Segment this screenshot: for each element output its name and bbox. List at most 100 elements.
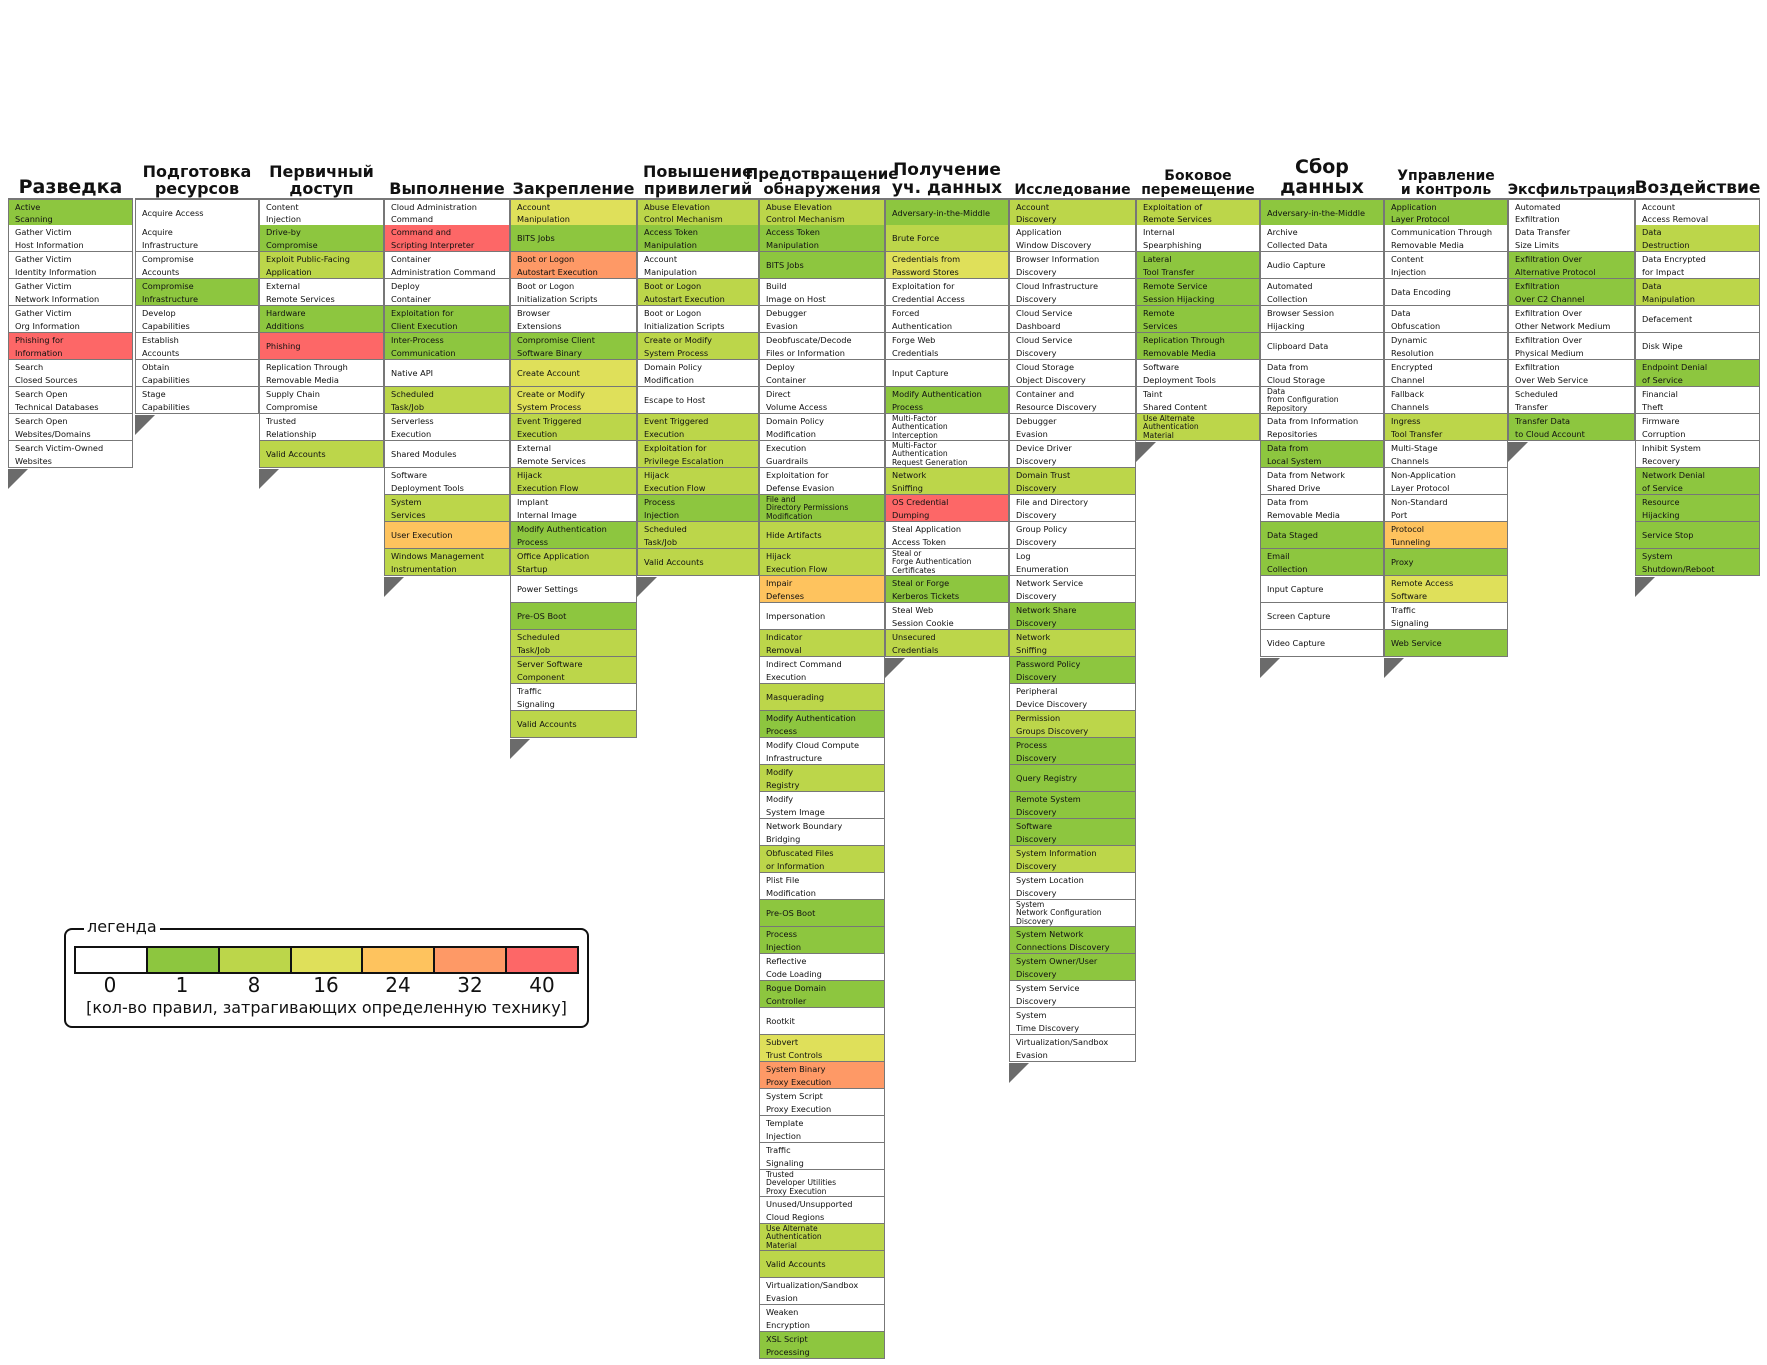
technique-cell[interactable]: Trusted Relationship bbox=[259, 414, 384, 441]
technique-cell[interactable]: Adversary-in-the-Middle bbox=[1260, 198, 1384, 226]
technique-cell[interactable]: Software Discovery bbox=[1009, 819, 1136, 846]
technique-cell[interactable]: Resource Hijacking bbox=[1635, 495, 1760, 522]
technique-cell[interactable]: Data Manipulation bbox=[1635, 279, 1760, 306]
technique-cell[interactable]: XSL Script Processing bbox=[759, 1332, 885, 1359]
technique-cell[interactable]: Automated Collection bbox=[1260, 279, 1384, 306]
technique-cell[interactable]: System Script Proxy Execution bbox=[759, 1089, 885, 1116]
technique-cell[interactable]: Hijack Execution Flow bbox=[510, 468, 637, 495]
technique-cell[interactable]: Event Triggered Execution bbox=[510, 414, 637, 441]
technique-cell[interactable]: User Execution bbox=[384, 522, 510, 549]
technique-cell[interactable]: Virtualization/Sandbox Evasion bbox=[1009, 1035, 1136, 1062]
technique-cell[interactable]: System Network Connections Discovery bbox=[1009, 927, 1136, 954]
technique-cell[interactable]: Exploitation of Remote Services bbox=[1136, 198, 1260, 226]
technique-cell[interactable]: Cloud Infrastructure Discovery bbox=[1009, 279, 1136, 306]
technique-cell[interactable]: Network Boundary Bridging bbox=[759, 819, 885, 846]
technique-cell[interactable]: Pre-OS Boot bbox=[510, 603, 637, 630]
technique-cell[interactable]: Data from Cloud Storage bbox=[1260, 360, 1384, 387]
technique-cell[interactable]: Remote System Discovery bbox=[1009, 792, 1136, 819]
technique-cell[interactable]: System Time Discovery bbox=[1009, 1008, 1136, 1035]
technique-cell[interactable]: Log Enumeration bbox=[1009, 549, 1136, 576]
technique-cell[interactable]: Search Open Technical Databases bbox=[8, 387, 133, 414]
technique-cell[interactable]: Hide Artifacts bbox=[759, 522, 885, 549]
technique-cell[interactable]: Valid Accounts bbox=[510, 711, 637, 738]
technique-cell[interactable]: Impersonation bbox=[759, 603, 885, 630]
technique-cell[interactable]: Supply Chain Compromise bbox=[259, 387, 384, 414]
technique-cell[interactable]: Escape to Host bbox=[637, 387, 759, 414]
technique-cell[interactable]: Modify Authentication Process bbox=[759, 711, 885, 738]
technique-cell[interactable]: Valid Accounts bbox=[637, 549, 759, 576]
technique-cell[interactable]: Unsecured Credentials bbox=[885, 630, 1009, 657]
technique-cell[interactable]: Data from Network Shared Drive bbox=[1260, 468, 1384, 495]
technique-cell[interactable]: Weaken Encryption bbox=[759, 1305, 885, 1332]
technique-cell[interactable]: Search Closed Sources bbox=[8, 360, 133, 387]
technique-cell[interactable]: Masquerading bbox=[759, 684, 885, 711]
technique-cell[interactable]: Cloud Service Discovery bbox=[1009, 333, 1136, 360]
technique-cell[interactable]: Create or Modify System Process bbox=[637, 333, 759, 360]
technique-cell[interactable]: Modify System Image bbox=[759, 792, 885, 819]
technique-cell[interactable]: Hijack Execution Flow bbox=[759, 549, 885, 576]
technique-cell[interactable]: Communication Through Removable Media bbox=[1384, 225, 1508, 252]
technique-cell[interactable]: Content Injection bbox=[1384, 252, 1508, 279]
technique-cell[interactable]: Protocol Tunneling bbox=[1384, 522, 1508, 549]
technique-cell[interactable]: Office Application Startup bbox=[510, 549, 637, 576]
technique-cell[interactable]: Endpoint Denial of Service bbox=[1635, 360, 1760, 387]
technique-cell[interactable]: Unused/Unsupported Cloud Regions bbox=[759, 1197, 885, 1224]
technique-cell[interactable]: Access Token Manipulation bbox=[759, 225, 885, 252]
technique-cell[interactable]: Query Registry bbox=[1009, 765, 1136, 792]
technique-cell[interactable]: Debugger Evasion bbox=[1009, 414, 1136, 441]
technique-cell[interactable]: Steal or Forge Authentication Certificat… bbox=[885, 549, 1009, 576]
technique-cell[interactable]: Windows Management Instrumentation bbox=[384, 549, 510, 576]
technique-cell[interactable]: OS Credential Dumping bbox=[885, 495, 1009, 522]
technique-cell[interactable]: Web Service bbox=[1384, 630, 1508, 657]
technique-cell[interactable]: Acquire Infrastructure bbox=[135, 225, 259, 252]
technique-cell[interactable]: Exfiltration Over Other Network Medium bbox=[1508, 306, 1635, 333]
technique-cell[interactable]: Indirect Command Execution bbox=[759, 657, 885, 684]
technique-cell[interactable]: Remote Services bbox=[1136, 306, 1260, 333]
technique-cell[interactable]: Use Alternate Authentication Material bbox=[1136, 414, 1260, 441]
technique-cell[interactable]: Domain Policy Modification bbox=[759, 414, 885, 441]
technique-cell[interactable]: Adversary-in-the-Middle bbox=[885, 198, 1009, 226]
technique-cell[interactable]: Hijack Execution Flow bbox=[637, 468, 759, 495]
technique-cell[interactable]: System Binary Proxy Execution bbox=[759, 1062, 885, 1089]
technique-cell[interactable]: Active Scanning bbox=[8, 198, 133, 226]
technique-cell[interactable]: Network Share Discovery bbox=[1009, 603, 1136, 630]
technique-cell[interactable]: Input Capture bbox=[1260, 576, 1384, 603]
technique-cell[interactable]: Cloud Storage Object Discovery bbox=[1009, 360, 1136, 387]
technique-cell[interactable]: Gather Victim Identity Information bbox=[8, 252, 133, 279]
technique-cell[interactable]: Remote Access Software bbox=[1384, 576, 1508, 603]
technique-cell[interactable]: Forced Authentication bbox=[885, 306, 1009, 333]
technique-cell[interactable]: Cloud Service Dashboard bbox=[1009, 306, 1136, 333]
technique-cell[interactable]: Build Image on Host bbox=[759, 279, 885, 306]
technique-cell[interactable]: Data from Information Repositories bbox=[1260, 414, 1384, 441]
technique-cell[interactable]: Abuse Elevation Control Mechanism bbox=[759, 198, 885, 226]
technique-cell[interactable]: Scheduled Task/Job bbox=[510, 630, 637, 657]
technique-cell[interactable]: Direct Volume Access bbox=[759, 387, 885, 414]
technique-cell[interactable]: Container and Resource Discovery bbox=[1009, 387, 1136, 414]
technique-cell[interactable]: Disk Wipe bbox=[1635, 333, 1760, 360]
technique-cell[interactable]: Data Obfuscation bbox=[1384, 306, 1508, 333]
technique-cell[interactable]: Multi-Stage Channels bbox=[1384, 441, 1508, 468]
technique-cell[interactable]: Pre-OS Boot bbox=[759, 900, 885, 927]
technique-cell[interactable]: Browser Extensions bbox=[510, 306, 637, 333]
technique-cell[interactable]: Multi-Factor Authentication Request Gene… bbox=[885, 441, 1009, 468]
technique-cell[interactable]: Scheduled Task/Job bbox=[384, 387, 510, 414]
technique-cell[interactable]: Access Token Manipulation bbox=[637, 225, 759, 252]
technique-cell[interactable]: Establish Accounts bbox=[135, 333, 259, 360]
technique-cell[interactable]: Process Discovery bbox=[1009, 738, 1136, 765]
technique-cell[interactable]: Deploy Container bbox=[384, 279, 510, 306]
technique-cell[interactable]: System Services bbox=[384, 495, 510, 522]
technique-cell[interactable]: Email Collection bbox=[1260, 549, 1384, 576]
technique-cell[interactable]: Compromise Client Software Binary bbox=[510, 333, 637, 360]
technique-cell[interactable]: Deobfuscate/Decode Files or Information bbox=[759, 333, 885, 360]
technique-cell[interactable]: Automated Exfiltration bbox=[1508, 198, 1635, 226]
technique-cell[interactable]: Process Injection bbox=[759, 927, 885, 954]
technique-cell[interactable]: Internal Spearphishing bbox=[1136, 225, 1260, 252]
technique-cell[interactable]: Boot or Logon Initialization Scripts bbox=[510, 279, 637, 306]
technique-cell[interactable]: Stage Capabilities bbox=[135, 387, 259, 414]
technique-cell[interactable]: Scheduled Task/Job bbox=[637, 522, 759, 549]
technique-cell[interactable]: BITS Jobs bbox=[759, 252, 885, 279]
technique-cell[interactable]: Native API bbox=[384, 360, 510, 387]
technique-cell[interactable]: Boot or Logon Autostart Execution bbox=[510, 252, 637, 279]
technique-cell[interactable]: System Information Discovery bbox=[1009, 846, 1136, 873]
technique-cell[interactable]: Traffic Signaling bbox=[1384, 603, 1508, 630]
